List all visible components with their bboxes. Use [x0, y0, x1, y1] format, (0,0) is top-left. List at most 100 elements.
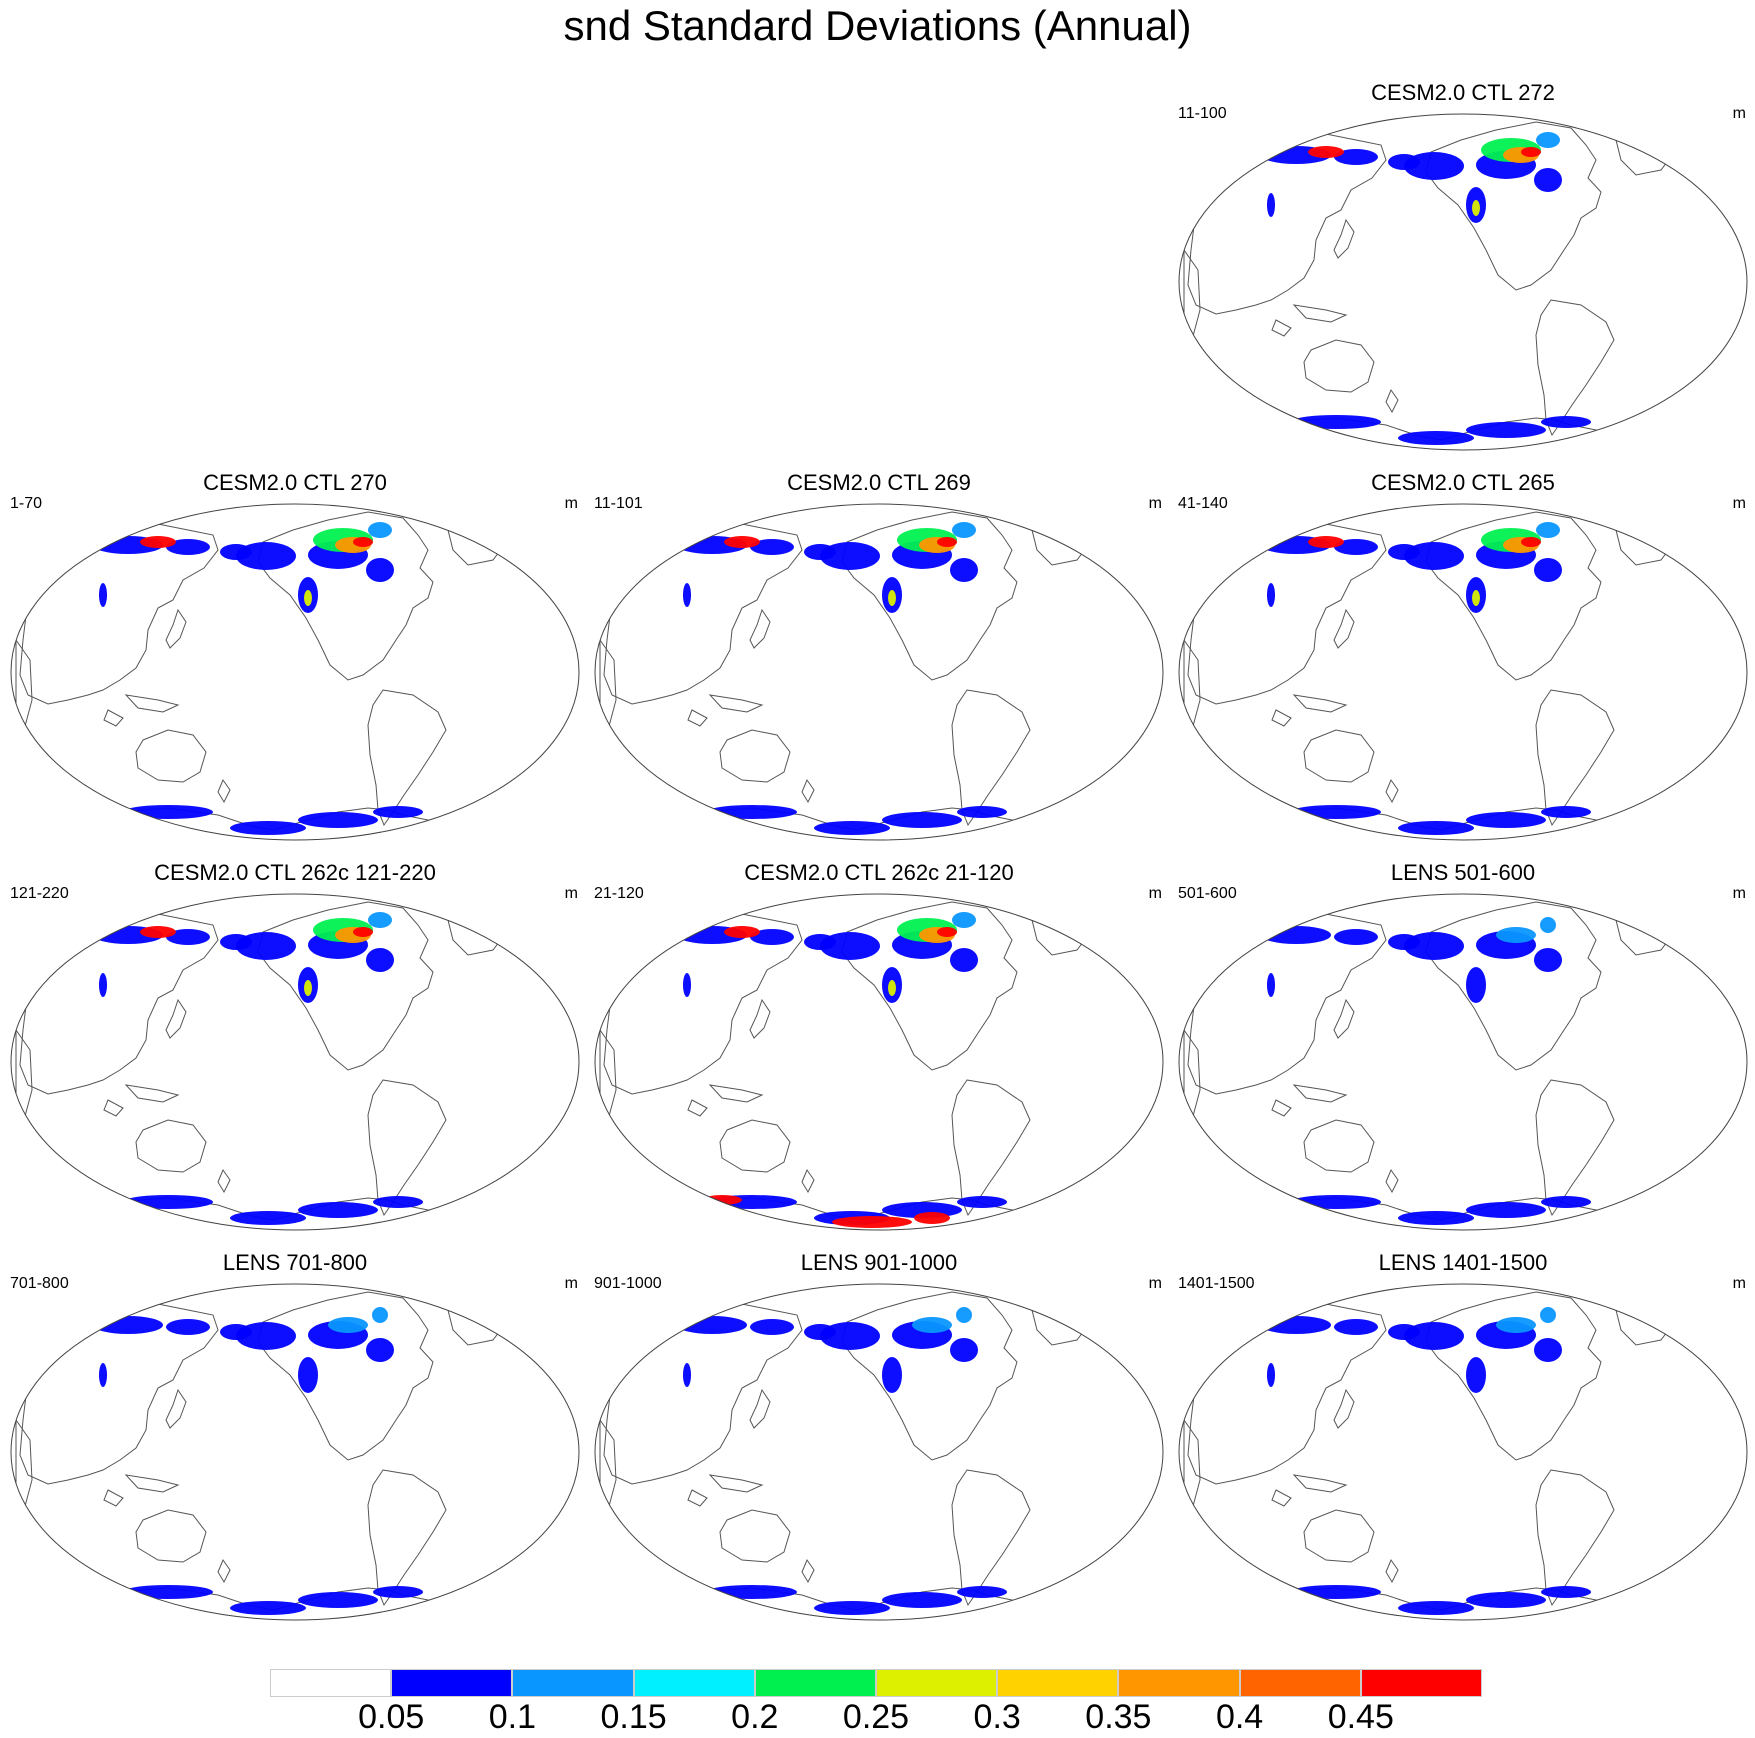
snow-std-region: [1398, 1601, 1474, 1615]
snow-std-region: [1404, 932, 1464, 960]
snow-std-region: [1466, 967, 1486, 1003]
world-map: [1176, 880, 1750, 1245]
snow-std-region: [1308, 146, 1344, 158]
snow-std-region: [937, 537, 957, 547]
snow-std-region: [1521, 147, 1541, 157]
snow-std-region: [93, 1316, 163, 1334]
snow-std-region: [236, 1322, 296, 1350]
snow-std-region: [298, 1202, 378, 1218]
snow-std-region: [372, 1307, 388, 1323]
world-map: [8, 880, 582, 1245]
colorbar-box: [634, 1669, 755, 1697]
coastline: [1032, 1305, 1092, 1345]
snow-std-region: [956, 1307, 972, 1323]
snow-std-region: [814, 821, 890, 835]
snow-std-region: [952, 522, 976, 538]
snow-std-region: [1267, 973, 1275, 997]
snow-std-region: [1466, 422, 1546, 438]
map-panel: LENS 701-800 701-800 m: [8, 1250, 582, 1637]
coastline: [1386, 780, 1398, 802]
snow-std-region: [1496, 927, 1536, 943]
map-content: [600, 902, 1092, 1228]
map-content: [16, 1292, 508, 1615]
snow-std-region: [140, 926, 176, 938]
snow-std-region: [1496, 1317, 1536, 1333]
snow-std-region: [1334, 929, 1378, 945]
coastline: [710, 1085, 762, 1102]
snow-std-region: [304, 980, 312, 996]
snow-std-region: [230, 1601, 306, 1615]
snow-std-region: [950, 1338, 978, 1362]
coastline: [802, 1170, 814, 1192]
snow-std-region: [373, 1586, 423, 1598]
snow-std-region: [683, 1363, 691, 1387]
coastline: [1272, 1100, 1291, 1116]
snow-std-region: [957, 806, 1007, 818]
coastline: [1304, 730, 1374, 782]
snow-std-region: [1291, 1195, 1381, 1209]
coastline: [600, 640, 616, 740]
map-panel: CESM2.0 CTL 265 41-140 m: [1176, 470, 1750, 857]
snow-std-region: [1398, 821, 1474, 835]
colorbar-box: [1240, 1669, 1361, 1697]
snow-std-region: [353, 927, 373, 937]
coastline: [720, 1510, 790, 1562]
coastline: [750, 1000, 770, 1038]
coastline: [1032, 525, 1092, 565]
world-map: [1176, 490, 1750, 855]
snow-std-region: [1404, 152, 1464, 180]
coastline: [1536, 300, 1614, 435]
snow-std-region: [236, 542, 296, 570]
coastline: [720, 1120, 790, 1172]
snow-std-region: [1534, 558, 1562, 582]
snow-std-region: [1334, 1319, 1378, 1335]
snow-std-region: [750, 1319, 794, 1335]
snow-std-region: [957, 1196, 1007, 1208]
coastline: [1304, 340, 1374, 392]
coastline: [166, 1390, 186, 1428]
coastline: [802, 1560, 814, 1582]
colorbar-box: [1361, 1669, 1482, 1697]
coastline: [1032, 915, 1092, 955]
coastline: [104, 1490, 123, 1506]
coastline: [952, 1080, 1030, 1215]
snow-std-region: [368, 912, 392, 928]
snow-std-region: [914, 1212, 950, 1224]
snow-std-region: [1261, 1316, 1331, 1334]
snow-std-region: [1398, 1211, 1474, 1225]
snow-std-region: [707, 805, 797, 819]
coastline: [1184, 1420, 1200, 1520]
colorbar-box: [876, 1669, 997, 1697]
coastline: [136, 730, 206, 782]
snow-std-region: [1472, 590, 1480, 606]
snow-std-region: [166, 1319, 210, 1335]
map-content: [1184, 512, 1676, 835]
snow-std-region: [1534, 1338, 1562, 1362]
snow-std-region: [683, 973, 691, 997]
coastline: [448, 525, 508, 565]
colorbar-box: [391, 1669, 512, 1697]
coastline: [1616, 525, 1676, 565]
snow-std-region: [888, 590, 896, 606]
snow-std-region: [298, 1592, 378, 1608]
coastline: [952, 690, 1030, 825]
snow-std-region: [1540, 917, 1556, 933]
coastline: [750, 610, 770, 648]
map-panel: CESM2.0 CTL 262c 121-220 121-220 m: [8, 860, 582, 1247]
coastline: [16, 1420, 32, 1520]
snow-std-region: [99, 1363, 107, 1387]
coastline: [600, 1030, 616, 1130]
world-map: [592, 1270, 1166, 1635]
snow-std-region: [1267, 193, 1275, 217]
snow-std-region: [373, 806, 423, 818]
coastline: [16, 640, 32, 740]
coastline: [1536, 1470, 1614, 1605]
snow-std-region: [683, 583, 691, 607]
colorbar-tick-label: 0.25: [826, 1697, 926, 1737]
colorbar-tick-label: 0.35: [1068, 1697, 1168, 1737]
coastline: [1294, 1475, 1346, 1492]
snow-std-region: [99, 973, 107, 997]
map-content: [600, 1292, 1092, 1615]
colorbar-box: [1118, 1669, 1239, 1697]
snow-std-region: [1521, 537, 1541, 547]
